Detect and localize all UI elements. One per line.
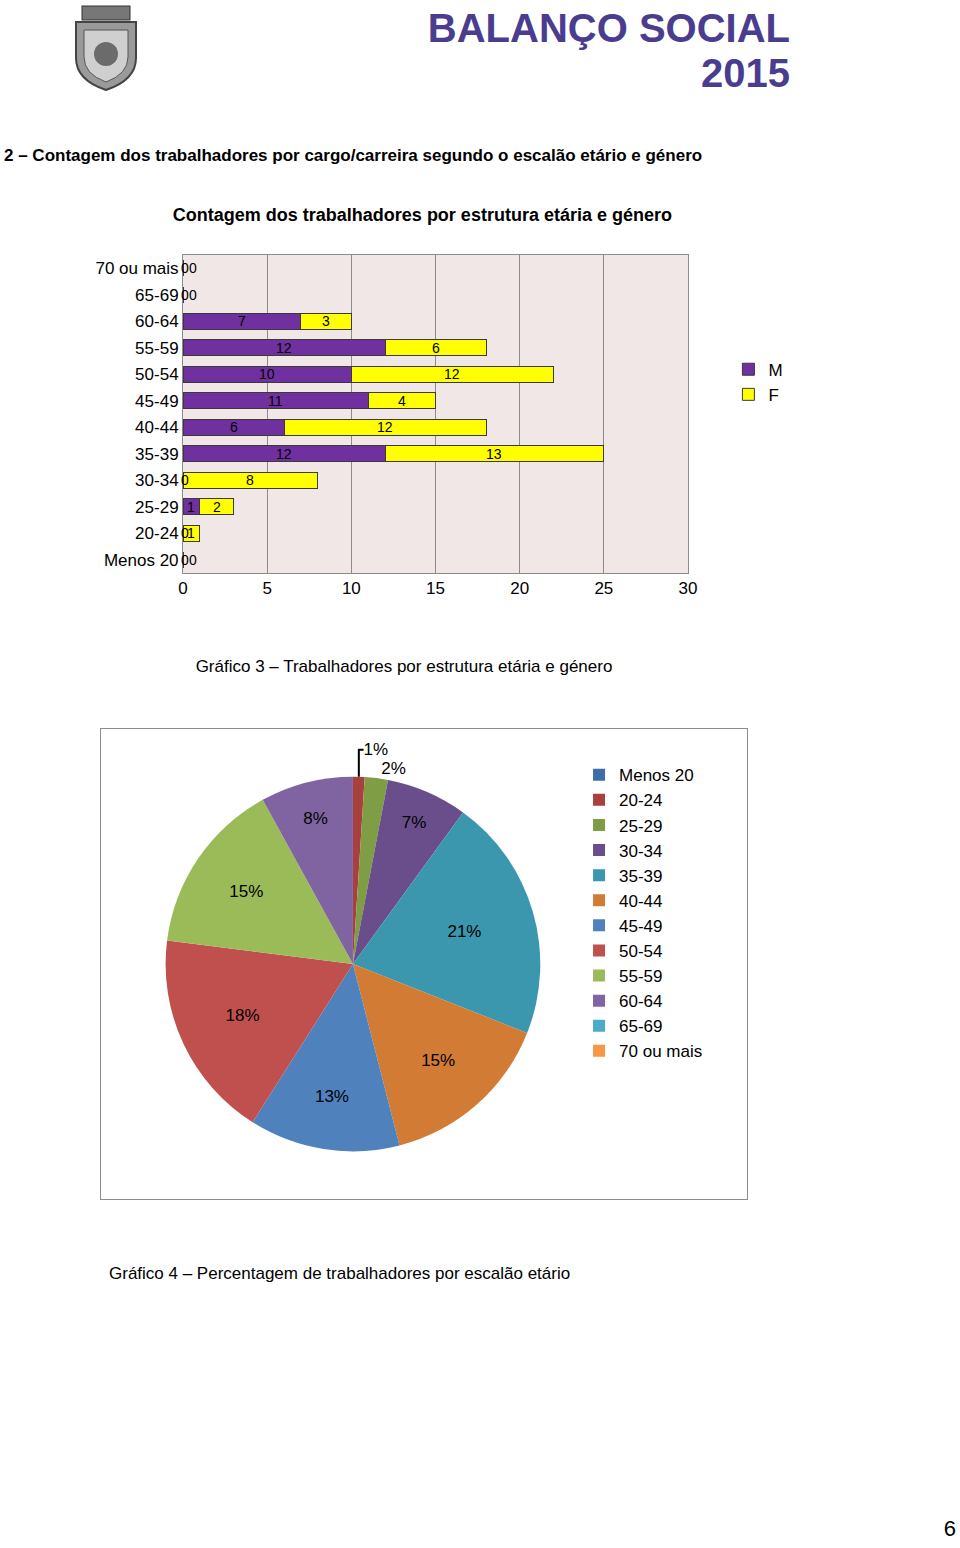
svg-text:13%: 13% bbox=[315, 1087, 349, 1106]
svg-text:0: 0 bbox=[189, 260, 197, 276]
svg-text:18%: 18% bbox=[226, 1006, 260, 1025]
svg-text:70 ou mais: 70 ou mais bbox=[619, 1042, 702, 1061]
svg-text:30-34: 30-34 bbox=[135, 471, 178, 490]
html-text:Gráfico 4 – Percentagem de tra: Gráfico 4 – Percentagem de trabalhadores… bbox=[109, 1264, 571, 1283]
svg-text:12: 12 bbox=[276, 340, 292, 356]
svg-text:25-29: 25-29 bbox=[619, 817, 662, 836]
svg-text:0: 0 bbox=[189, 287, 197, 303]
svg-text:45-49: 45-49 bbox=[135, 392, 178, 411]
svg-text:55-59: 55-59 bbox=[135, 339, 178, 358]
svg-text:0: 0 bbox=[189, 552, 197, 568]
svg-text:25-29: 25-29 bbox=[135, 498, 178, 517]
svg-text:20-24: 20-24 bbox=[619, 791, 662, 810]
svg-text:2: 2 bbox=[213, 499, 221, 515]
svg-text:45-49: 45-49 bbox=[619, 917, 662, 936]
svg-text:7%: 7% bbox=[402, 813, 427, 832]
svg-text:50-54: 50-54 bbox=[619, 942, 662, 961]
svg-text:3: 3 bbox=[322, 313, 330, 329]
html-text:2 – Contagem dos trabalhadores: 2 – Contagem dos trabalhadores por cargo… bbox=[4, 146, 703, 165]
svg-text:0: 0 bbox=[181, 552, 189, 568]
svg-text:12: 12 bbox=[444, 366, 460, 382]
svg-text:5: 5 bbox=[262, 579, 271, 598]
svg-text:7: 7 bbox=[238, 313, 246, 329]
html-text:BALANÇO SOCIAL 2015: BALANÇO SOCIAL 2015 bbox=[427, 6, 790, 95]
svg-text:8%: 8% bbox=[303, 809, 328, 828]
svg-text:40-44: 40-44 bbox=[135, 418, 178, 437]
svg-text:25: 25 bbox=[594, 579, 613, 598]
svg-text:60-64: 60-64 bbox=[135, 312, 178, 331]
svg-text:F: F bbox=[768, 386, 778, 405]
svg-text:30-34: 30-34 bbox=[619, 842, 662, 861]
svg-text:13: 13 bbox=[486, 446, 502, 462]
svg-text:4: 4 bbox=[398, 393, 406, 409]
svg-text:Contagem dos trabalhadores por: Contagem dos trabalhadores por estrutura… bbox=[173, 205, 672, 225]
svg-text:10: 10 bbox=[342, 579, 361, 598]
svg-text:20-24: 20-24 bbox=[135, 524, 178, 543]
svg-text:70 ou mais: 70 ou mais bbox=[95, 259, 178, 278]
svg-text:0: 0 bbox=[178, 579, 187, 598]
svg-text:M: M bbox=[768, 361, 782, 380]
svg-text:6: 6 bbox=[230, 419, 238, 435]
svg-text:15%: 15% bbox=[229, 882, 263, 901]
svg-text:55-59: 55-59 bbox=[619, 967, 662, 986]
svg-text:12: 12 bbox=[377, 419, 393, 435]
svg-text:60-64: 60-64 bbox=[619, 992, 662, 1011]
svg-text:65-69: 65-69 bbox=[135, 286, 178, 305]
svg-text:30: 30 bbox=[679, 579, 698, 598]
svg-text:0: 0 bbox=[181, 472, 189, 488]
svg-text:21%: 21% bbox=[447, 922, 481, 941]
svg-text:8: 8 bbox=[246, 472, 254, 488]
svg-text:0: 0 bbox=[181, 287, 189, 303]
svg-text:11: 11 bbox=[268, 393, 283, 409]
svg-text:15%: 15% bbox=[421, 1051, 455, 1070]
svg-text:12: 12 bbox=[276, 446, 292, 462]
svg-text:0: 0 bbox=[181, 525, 189, 541]
svg-text:15: 15 bbox=[426, 579, 445, 598]
svg-text:2%: 2% bbox=[381, 759, 406, 778]
svg-text:20: 20 bbox=[510, 579, 529, 598]
svg-text:35-39: 35-39 bbox=[135, 445, 178, 464]
svg-text:65-69: 65-69 bbox=[619, 1017, 662, 1036]
svg-text:40-44: 40-44 bbox=[619, 892, 662, 911]
html-text:Gráfico 3 – Trabalhadores por: Gráfico 3 – Trabalhadores por estrutura … bbox=[195, 657, 613, 676]
svg-text:Menos 20: Menos 20 bbox=[104, 551, 179, 570]
svg-text:0: 0 bbox=[181, 260, 189, 276]
svg-text:1: 1 bbox=[187, 499, 195, 515]
svg-text:10: 10 bbox=[259, 366, 275, 382]
svg-text:6: 6 bbox=[432, 340, 440, 356]
svg-text:Menos 20: Menos 20 bbox=[619, 766, 694, 785]
svg-text:1: 1 bbox=[187, 525, 195, 541]
html-text:6: 6 bbox=[943, 1516, 956, 1541]
svg-text:1%: 1% bbox=[364, 740, 389, 759]
svg-text:50-54: 50-54 bbox=[135, 365, 178, 384]
svg-text:35-39: 35-39 bbox=[619, 867, 662, 886]
